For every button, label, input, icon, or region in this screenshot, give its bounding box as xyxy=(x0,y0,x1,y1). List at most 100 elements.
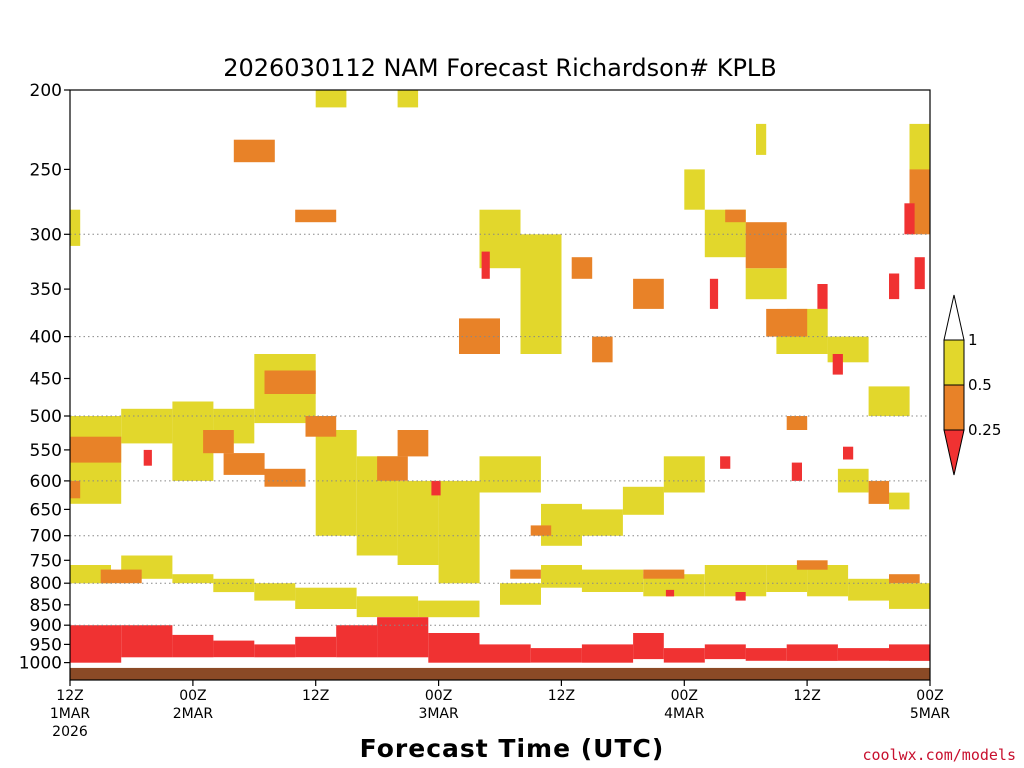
cell-f03232-31 xyxy=(817,284,828,309)
cell-e2d72c-36 xyxy=(643,574,705,597)
cell-f03232-32 xyxy=(889,273,900,300)
x-tick-label-1-1: 2MAR xyxy=(173,706,214,722)
plot-frame xyxy=(69,89,931,681)
cell-e2d72c-23 xyxy=(868,386,910,417)
cell-f03232-12 xyxy=(633,633,664,660)
cell-f03232-30 xyxy=(735,592,746,601)
cell-f03232-25 xyxy=(843,446,854,460)
legend-label-1: 0.5 xyxy=(968,376,992,394)
cell-f03232-15 xyxy=(745,648,787,661)
y-tick-label-200: 200 xyxy=(30,81,62,101)
legend-label-2: 0.25 xyxy=(968,421,1001,439)
y-tick-label-600: 600 xyxy=(30,472,62,492)
x-tick-label-3-1: 3MAR xyxy=(418,706,459,722)
cell-e2d72c-32 xyxy=(418,600,480,618)
cell-e2d72c-14 xyxy=(541,503,582,546)
y-tick-label-850: 850 xyxy=(30,596,62,616)
cell-e2d72c-34 xyxy=(541,565,582,588)
cell-e2d72c-30 xyxy=(295,587,357,609)
legend-bin-yellow xyxy=(943,339,965,386)
x-tick-label-0-1: 1MAR xyxy=(50,706,91,722)
cell-e2d72c-13 xyxy=(520,278,562,354)
y-tick-label-1000: 1000 xyxy=(19,654,62,674)
cell-e2d72c-6 xyxy=(315,430,357,536)
x-axis-label: Forecast Time (UTC) xyxy=(360,734,665,763)
cell-e2d72c-47 xyxy=(889,492,910,510)
legend-bin-red xyxy=(943,429,965,476)
cell-e2d72c-33 xyxy=(500,583,541,605)
cell-e88228-3 xyxy=(203,430,234,454)
cell-f03232-18 xyxy=(889,644,930,661)
x-tick-label-4-0: 12Z xyxy=(548,688,575,704)
cell-e88228-1 xyxy=(70,480,81,499)
cell-e2d72c-40 xyxy=(848,578,890,601)
cell-f03232-29 xyxy=(665,589,675,597)
cell-f03232-11 xyxy=(581,644,634,663)
cell-f03232-26 xyxy=(904,203,915,235)
cell-e88228-17 xyxy=(633,278,664,309)
cell-e88228-22 xyxy=(786,416,808,430)
cell-e2d72c-16 xyxy=(622,486,664,515)
cell-e88228-18 xyxy=(643,569,685,579)
cell-e2d72c-42 xyxy=(315,90,347,108)
cell-e2d72c-9 xyxy=(438,480,480,584)
cell-f03232-27 xyxy=(914,257,925,290)
y-tick-label-250: 250 xyxy=(30,160,62,180)
cell-e88228-4 xyxy=(223,453,265,475)
cell-f03232-6 xyxy=(336,625,378,658)
y-tick-label-750: 750 xyxy=(30,551,62,571)
cell-f03232-20 xyxy=(481,251,490,279)
cell-e2d72c-10 xyxy=(479,456,541,493)
y-tick-label-650: 650 xyxy=(30,500,62,520)
cell-e2d72c-44 xyxy=(756,123,767,155)
cell-e2d72c-28 xyxy=(213,578,255,593)
cell-f03232-17 xyxy=(837,648,890,661)
y-tick-label-700: 700 xyxy=(30,527,62,547)
ground-layer xyxy=(70,666,930,680)
x-tick-label-3-0: 00Z xyxy=(425,688,452,704)
cell-e2d72c-17 xyxy=(663,456,705,493)
cell-e88228-21 xyxy=(766,308,808,337)
y-axis: 200 250 300 350 400 450 500 550 600 650 700 750 8008… xyxy=(19,81,70,674)
cell-f03232-5 xyxy=(295,636,337,658)
x-tick-label-6-0: 12Z xyxy=(793,688,820,704)
cell-e88228-2 xyxy=(100,569,142,584)
x-tick-label-5-1: 4MAR xyxy=(664,706,705,722)
cell-f03232-28 xyxy=(431,480,441,496)
cell-e2d72c-43 xyxy=(397,90,419,108)
cell-f03232-19 xyxy=(143,449,152,466)
cell-f03232-16 xyxy=(786,644,838,661)
chart-title: 2026030112 NAM Forecast Richardson# KPLB xyxy=(223,54,777,82)
cell-e2d72c-0 xyxy=(70,209,81,246)
cell-f03232-21 xyxy=(709,278,719,309)
legend-bin-orange xyxy=(943,384,965,431)
cell-f03232-7 xyxy=(377,617,429,658)
cell-e88228-23 xyxy=(796,560,828,570)
cell-e88228-16 xyxy=(592,336,613,363)
ground-fill xyxy=(70,667,930,680)
x-tick-label-1-0: 00Z xyxy=(179,688,206,704)
legend-label-0: 1 xyxy=(968,331,978,349)
cell-e88228-0 xyxy=(70,436,122,463)
cell-e2d72c-2 xyxy=(121,408,173,444)
cell-e88228-15 xyxy=(571,257,593,279)
x-axis: 12Z 1MAR 2026 00Z 2MAR 12Z 00Z 3MAR 12Z 00Z 4MAR 12… xyxy=(50,680,950,740)
cell-f03232-4 xyxy=(254,644,296,658)
cell-e2d72c-20 xyxy=(745,268,787,300)
y-tick-label-350: 350 xyxy=(30,280,62,300)
x-tick-label-7-0: 00Z xyxy=(916,688,943,704)
cell-f03232-23 xyxy=(720,456,731,469)
cell-f03232-0 xyxy=(70,625,122,663)
y-tick-label-550: 550 xyxy=(30,441,62,461)
cell-f03232-8 xyxy=(428,633,480,663)
x-tick-label-0-0: 12Z xyxy=(56,688,83,704)
y-tick-label-900: 900 xyxy=(30,616,62,636)
gridlines xyxy=(70,233,930,626)
y-tick-label-800: 800 xyxy=(30,574,62,594)
cell-e88228-13 xyxy=(530,525,552,536)
cell-e2d72c-41 xyxy=(889,583,930,609)
cell-e88228-14 xyxy=(510,569,541,579)
cell-e2d72c-39 xyxy=(807,565,849,597)
cell-f03232-22 xyxy=(791,462,802,481)
cell-e88228-10 xyxy=(377,456,408,481)
